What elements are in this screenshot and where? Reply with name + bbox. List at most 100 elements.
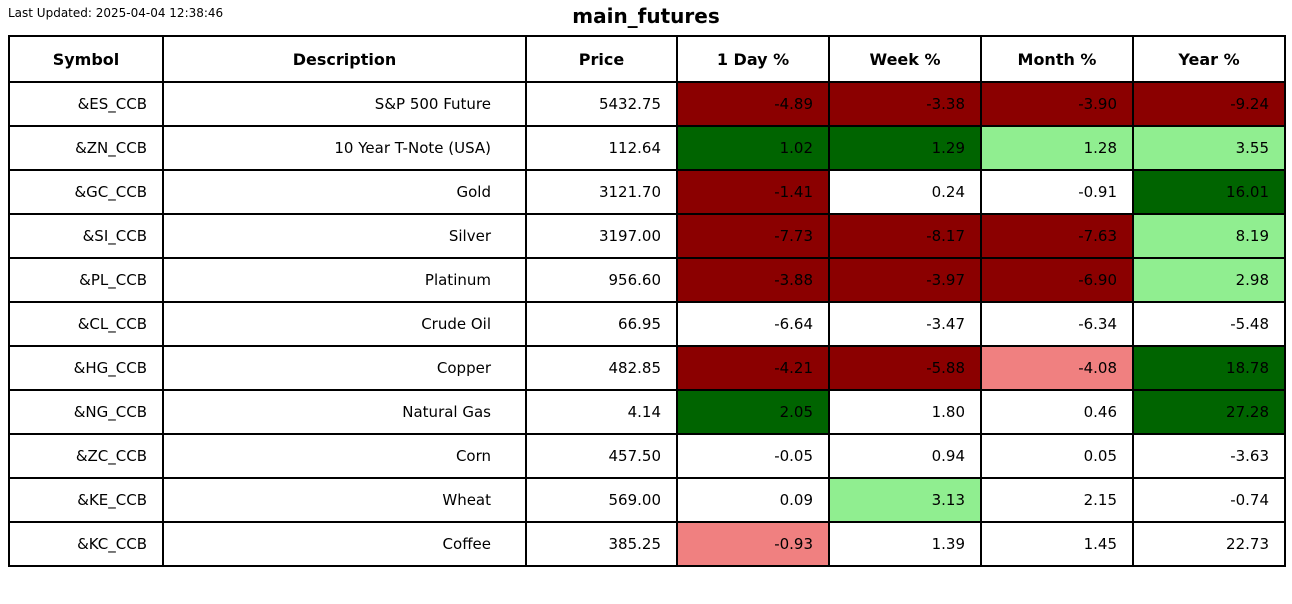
page-title: main_futures — [572, 4, 720, 28]
month-pct-cell: 0.46 — [980, 389, 1134, 435]
description-cell: Corn — [162, 433, 527, 479]
futures-table: Symbol Description Price 1 Day % Week % … — [8, 35, 1286, 567]
price-cell: 569.00 — [525, 477, 678, 523]
week-pct-cell: 1.29 — [828, 125, 982, 171]
one-day-pct-cell: -4.89 — [676, 81, 830, 127]
symbol-cell: &KC_CCB — [8, 521, 164, 567]
table-row: &PL_CCB Platinum 956.60 -3.88 -3.97 -6.9… — [8, 257, 1286, 303]
header-row: Symbol Description Price 1 Day % Week % … — [8, 35, 1286, 83]
description-cell: Silver — [162, 213, 527, 259]
one-day-pct-cell: -0.05 — [676, 433, 830, 479]
col-header-price: Price — [525, 35, 678, 83]
week-pct-cell: -3.47 — [828, 301, 982, 347]
year-pct-cell: -0.74 — [1132, 477, 1286, 523]
table-row: &NG_CCB Natural Gas 4.14 2.05 1.80 0.46 … — [8, 389, 1286, 435]
col-header-description: Description — [162, 35, 527, 83]
price-cell: 457.50 — [525, 433, 678, 479]
description-cell: Wheat — [162, 477, 527, 523]
table-row: &ZN_CCB 10 Year T-Note (USA) 112.64 1.02… — [8, 125, 1286, 171]
symbol-cell: &GC_CCB — [8, 169, 164, 215]
description-cell: Platinum — [162, 257, 527, 303]
month-pct-cell: -3.90 — [980, 81, 1134, 127]
price-cell: 956.60 — [525, 257, 678, 303]
year-pct-cell: 22.73 — [1132, 521, 1286, 567]
one-day-pct-cell: -0.93 — [676, 521, 830, 567]
week-pct-cell: -3.38 — [828, 81, 982, 127]
col-header-symbol: Symbol — [8, 35, 164, 83]
year-pct-cell: 18.78 — [1132, 345, 1286, 391]
month-pct-cell: -0.91 — [980, 169, 1134, 215]
price-cell: 66.95 — [525, 301, 678, 347]
table-row: &CL_CCB Crude Oil 66.95 -6.64 -3.47 -6.3… — [8, 301, 1286, 347]
one-day-pct-cell: 1.02 — [676, 125, 830, 171]
week-pct-cell: 3.13 — [828, 477, 982, 523]
year-pct-cell: 8.19 — [1132, 213, 1286, 259]
month-pct-cell: 2.15 — [980, 477, 1134, 523]
week-pct-cell: -3.97 — [828, 257, 982, 303]
year-pct-cell: 3.55 — [1132, 125, 1286, 171]
week-pct-cell: 1.80 — [828, 389, 982, 435]
table-body: &ES_CCB S&P 500 Future 5432.75 -4.89 -3.… — [8, 81, 1286, 567]
col-header-month-pct: Month % — [980, 35, 1134, 83]
month-pct-cell: 0.05 — [980, 433, 1134, 479]
one-day-pct-cell: -4.21 — [676, 345, 830, 391]
month-pct-cell: 1.28 — [980, 125, 1134, 171]
week-pct-cell: 1.39 — [828, 521, 982, 567]
table-header: Symbol Description Price 1 Day % Week % … — [8, 35, 1286, 83]
year-pct-cell: -9.24 — [1132, 81, 1286, 127]
month-pct-cell: -7.63 — [980, 213, 1134, 259]
price-cell: 482.85 — [525, 345, 678, 391]
symbol-cell: &ES_CCB — [8, 81, 164, 127]
one-day-pct-cell: -6.64 — [676, 301, 830, 347]
description-cell: Copper — [162, 345, 527, 391]
month-pct-cell: -6.34 — [980, 301, 1134, 347]
one-day-pct-cell: -7.73 — [676, 213, 830, 259]
description-cell: Crude Oil — [162, 301, 527, 347]
price-cell: 5432.75 — [525, 81, 678, 127]
price-cell: 385.25 — [525, 521, 678, 567]
price-cell: 3121.70 — [525, 169, 678, 215]
table-row: &ZC_CCB Corn 457.50 -0.05 0.94 0.05 -3.6… — [8, 433, 1286, 479]
price-cell: 4.14 — [525, 389, 678, 435]
year-pct-cell: 27.28 — [1132, 389, 1286, 435]
symbol-cell: &ZN_CCB — [8, 125, 164, 171]
month-pct-cell: 1.45 — [980, 521, 1134, 567]
year-pct-cell: 16.01 — [1132, 169, 1286, 215]
col-header-week-pct: Week % — [828, 35, 982, 83]
table-row: &HG_CCB Copper 482.85 -4.21 -5.88 -4.08 … — [8, 345, 1286, 391]
price-cell: 3197.00 — [525, 213, 678, 259]
one-day-pct-cell: -1.41 — [676, 169, 830, 215]
symbol-cell: &NG_CCB — [8, 389, 164, 435]
week-pct-cell: 0.24 — [828, 169, 982, 215]
table-row: &KC_CCB Coffee 385.25 -0.93 1.39 1.45 22… — [8, 521, 1286, 567]
col-header-year-pct: Year % — [1132, 35, 1286, 83]
table-row: &SI_CCB Silver 3197.00 -7.73 -8.17 -7.63… — [8, 213, 1286, 259]
symbol-cell: &SI_CCB — [8, 213, 164, 259]
week-pct-cell: -8.17 — [828, 213, 982, 259]
description-cell: S&P 500 Future — [162, 81, 527, 127]
last-updated-timestamp: Last Updated: 2025-04-04 12:38:46 — [8, 6, 224, 20]
week-pct-cell: 0.94 — [828, 433, 982, 479]
description-cell: 10 Year T-Note (USA) — [162, 125, 527, 171]
symbol-cell: &CL_CCB — [8, 301, 164, 347]
table-row: &KE_CCB Wheat 569.00 0.09 3.13 2.15 -0.7… — [8, 477, 1286, 523]
description-cell: Coffee — [162, 521, 527, 567]
table-row: &ES_CCB S&P 500 Future 5432.75 -4.89 -3.… — [8, 81, 1286, 127]
table-row: &GC_CCB Gold 3121.70 -1.41 0.24 -0.91 16… — [8, 169, 1286, 215]
week-pct-cell: -5.88 — [828, 345, 982, 391]
month-pct-cell: -6.90 — [980, 257, 1134, 303]
year-pct-cell: 2.98 — [1132, 257, 1286, 303]
symbol-cell: &ZC_CCB — [8, 433, 164, 479]
description-cell: Natural Gas — [162, 389, 527, 435]
symbol-cell: &PL_CCB — [8, 257, 164, 303]
one-day-pct-cell: 2.05 — [676, 389, 830, 435]
symbol-cell: &KE_CCB — [8, 477, 164, 523]
col-header-one-day-pct: 1 Day % — [676, 35, 830, 83]
description-cell: Gold — [162, 169, 527, 215]
month-pct-cell: -4.08 — [980, 345, 1134, 391]
price-cell: 112.64 — [525, 125, 678, 171]
year-pct-cell: -3.63 — [1132, 433, 1286, 479]
year-pct-cell: -5.48 — [1132, 301, 1286, 347]
one-day-pct-cell: 0.09 — [676, 477, 830, 523]
symbol-cell: &HG_CCB — [8, 345, 164, 391]
